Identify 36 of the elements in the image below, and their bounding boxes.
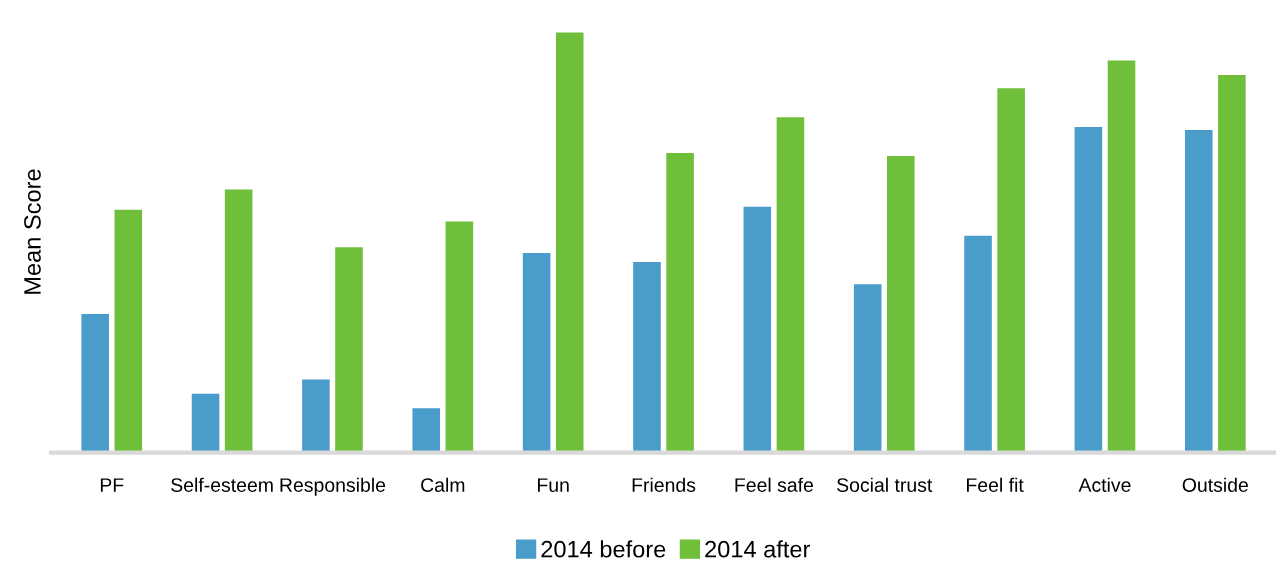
bar	[633, 261, 661, 453]
bar	[1184, 129, 1213, 453]
bar	[1218, 74, 1246, 453]
bar	[522, 253, 551, 453]
x-tick-label: Active	[1078, 477, 1131, 492]
x-tick-label: Responsible	[280, 477, 386, 496]
bar	[666, 153, 694, 453]
bar	[743, 206, 772, 453]
bar	[412, 408, 441, 453]
legend-label: 2014 after	[705, 540, 810, 558]
x-tick-label: Feel fit	[967, 477, 1024, 492]
x-tick-label: Calm	[421, 477, 465, 492]
bar	[114, 209, 143, 453]
x-tick-label: Outside	[1182, 477, 1248, 492]
bar	[81, 314, 109, 453]
bar	[1074, 127, 1103, 453]
bar	[555, 32, 584, 453]
bar	[853, 284, 882, 453]
bar	[191, 393, 220, 453]
x-tick-label: Social trust	[837, 477, 933, 492]
bar	[997, 88, 1025, 453]
bar	[776, 117, 805, 453]
y-axis-title: Mean Score	[24, 169, 41, 294]
bar	[886, 156, 915, 453]
legend-label: 2014 before	[541, 540, 666, 558]
bar	[445, 221, 474, 453]
bar	[335, 247, 363, 453]
bar	[224, 189, 253, 453]
bar	[302, 379, 330, 453]
x-tick-label: Fun	[538, 478, 569, 492]
x-tick-label: PF	[100, 478, 124, 492]
bar	[1107, 60, 1136, 453]
bar	[964, 235, 992, 453]
x-tick-label: Self-esteem	[171, 477, 273, 492]
x-tick-label: Friends	[632, 477, 696, 492]
x-tick-label: Feel safe	[735, 477, 814, 492]
